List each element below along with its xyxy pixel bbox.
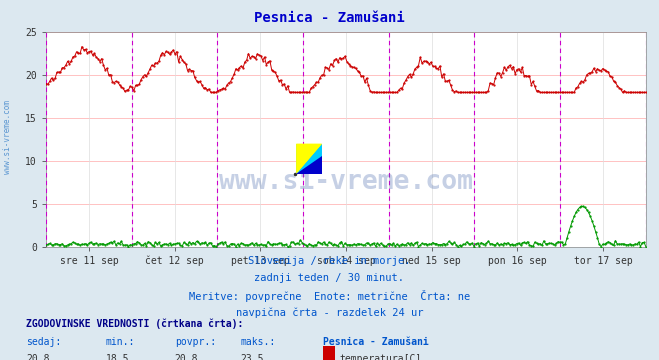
Text: Pesnica - Zamušani: Pesnica - Zamušani — [254, 11, 405, 25]
Text: zadnji teden / 30 minut.: zadnji teden / 30 minut. — [254, 273, 405, 283]
Polygon shape — [297, 144, 322, 174]
Text: Pesnica - Zamušani: Pesnica - Zamušani — [323, 337, 428, 347]
Text: maks.:: maks.: — [241, 337, 275, 347]
Text: ZGODOVINSKE VREDNOSTI (črtkana črta):: ZGODOVINSKE VREDNOSTI (črtkana črta): — [26, 319, 244, 329]
Text: 20,8: 20,8 — [26, 354, 50, 360]
Text: Meritve: povprečne  Enote: metrične  Črta: ne: Meritve: povprečne Enote: metrične Črta:… — [189, 290, 470, 302]
Text: 20,8: 20,8 — [175, 354, 198, 360]
Text: www.si-vreme.com: www.si-vreme.com — [219, 169, 473, 195]
Bar — [297, 144, 322, 174]
Text: temperatura[C]: temperatura[C] — [339, 354, 422, 360]
Text: navpična črta - razdelek 24 ur: navpična črta - razdelek 24 ur — [236, 307, 423, 318]
Text: 18,5: 18,5 — [105, 354, 129, 360]
Text: povpr.:: povpr.: — [175, 337, 215, 347]
Polygon shape — [297, 156, 322, 174]
Text: Slovenija / reke in morje.: Slovenija / reke in morje. — [248, 256, 411, 266]
Text: min.:: min.: — [105, 337, 135, 347]
Polygon shape — [297, 144, 322, 174]
Text: sedaj:: sedaj: — [26, 337, 61, 347]
Text: 23,5: 23,5 — [241, 354, 264, 360]
Text: www.si-vreme.com: www.si-vreme.com — [3, 100, 13, 174]
